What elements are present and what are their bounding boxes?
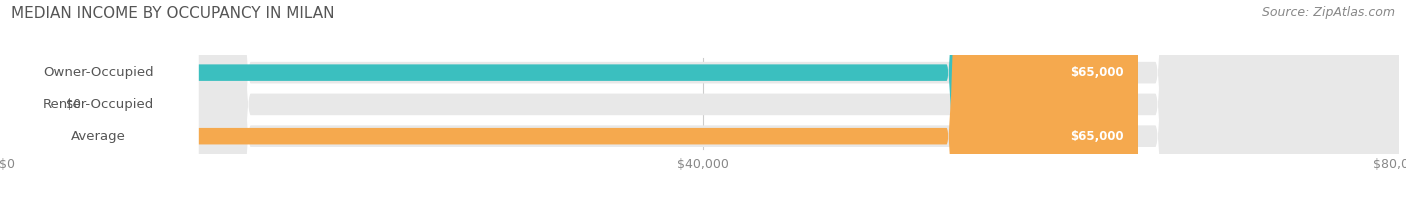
FancyBboxPatch shape: [7, 0, 1399, 197]
FancyBboxPatch shape: [7, 0, 1137, 197]
Text: $65,000: $65,000: [1070, 66, 1123, 79]
Text: MEDIAN INCOME BY OCCUPANCY IN MILAN: MEDIAN INCOME BY OCCUPANCY IN MILAN: [11, 6, 335, 21]
FancyBboxPatch shape: [7, 0, 1137, 197]
Text: Renter-Occupied: Renter-Occupied: [42, 98, 155, 111]
Text: Source: ZipAtlas.com: Source: ZipAtlas.com: [1261, 6, 1395, 19]
Text: Owner-Occupied: Owner-Occupied: [44, 66, 153, 79]
Text: $65,000: $65,000: [1070, 130, 1123, 143]
FancyBboxPatch shape: [7, 0, 45, 197]
Text: $0: $0: [66, 98, 82, 111]
FancyBboxPatch shape: [7, 0, 1399, 197]
FancyBboxPatch shape: [0, 0, 198, 197]
FancyBboxPatch shape: [7, 0, 1399, 197]
Text: Average: Average: [70, 130, 125, 143]
FancyBboxPatch shape: [0, 0, 198, 197]
FancyBboxPatch shape: [0, 0, 198, 197]
